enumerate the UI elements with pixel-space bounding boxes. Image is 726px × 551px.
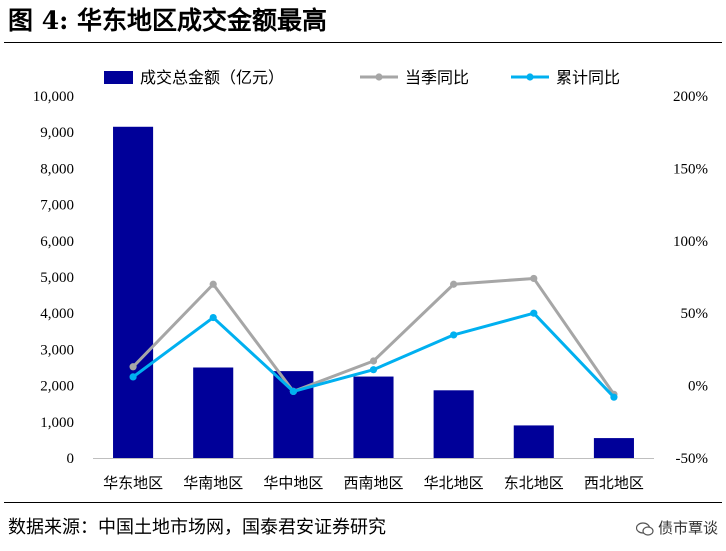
- right-axis-tick-label: 100%: [673, 234, 708, 250]
- category-label: 西南地区: [343, 474, 403, 492]
- series-1-point-4: [450, 280, 458, 288]
- legend-label-line-1: 当季同比: [405, 68, 469, 87]
- left-axis-tick-label: 3,000: [40, 342, 74, 358]
- category-label: 华北地区: [424, 474, 484, 492]
- series-1-point-0: [129, 363, 137, 371]
- figure-title: 图 4: 华东地区成交金额最高: [8, 6, 328, 35]
- series-1-point-1: [209, 280, 217, 288]
- chart-area: 0 1,000 2,000 3,000 4,000 5,000 6,000 7,000 8,00…: [33, 68, 709, 492]
- left-axis-tick-label: 10,000: [33, 89, 74, 105]
- left-axis-tick-label: 0: [67, 451, 75, 467]
- left-axis-tick-label: 9,000: [40, 125, 74, 141]
- bar-5: [513, 425, 554, 458]
- category-label: 华东地区: [103, 474, 163, 492]
- wechat-icon: [635, 521, 654, 536]
- legend-marker-2: [526, 73, 534, 81]
- series-1-point-5: [530, 274, 538, 283]
- bar-2: [273, 371, 314, 458]
- watermark-text: 债市覃谈: [657, 519, 718, 537]
- legend-label-bar: 成交总金额（亿元）: [140, 68, 284, 87]
- left-axis-tick-label: 2,000: [40, 379, 74, 395]
- bar-3: [353, 376, 394, 458]
- bar-1: [193, 367, 234, 458]
- right-axis-tick-label: -50%: [676, 451, 709, 467]
- right-axis-tick-label: 0%: [688, 379, 708, 395]
- left-axis-tick-label: 5,000: [40, 270, 74, 286]
- bar-0: [113, 126, 154, 459]
- top-rule: [4, 42, 722, 43]
- category-label: 西北地区: [584, 474, 644, 492]
- series-2-point-1: [209, 313, 217, 322]
- series-2-point-5: [530, 309, 538, 317]
- series-2-point-2: [289, 387, 297, 395]
- bar-4: [433, 390, 474, 458]
- series-1-point-3: [369, 357, 378, 365]
- source-note: 数据来源：中国土地市场网，国泰君安证券研究: [8, 517, 386, 538]
- right-axis-tick-label: 200%: [673, 89, 708, 105]
- bar-6: [593, 438, 634, 458]
- right-axis-tick-label: 150%: [673, 161, 708, 177]
- series-2-point-4: [450, 331, 458, 339]
- category-label: 东北地区: [504, 474, 564, 492]
- bottom-rule: [4, 502, 722, 503]
- category-label: 华中地区: [263, 474, 323, 492]
- series-2-point-6: [610, 393, 618, 401]
- legend-marker-1: [375, 73, 383, 81]
- right-axis-tick-label: 50%: [681, 306, 709, 322]
- left-axis-tick-label: 4,000: [40, 306, 74, 322]
- legend-swatch-bar: [104, 71, 133, 84]
- watermark: 债市覃谈: [635, 513, 718, 543]
- left-axis-tick-label: 1,000: [40, 415, 74, 431]
- category-label: 华南地区: [183, 474, 243, 492]
- left-axis-tick-label: 8,000: [40, 161, 74, 177]
- left-axis-tick-label: 6,000: [40, 234, 74, 250]
- series-2-point-3: [369, 366, 378, 374]
- left-axis-tick-label: 7,000: [40, 198, 74, 214]
- legend-label-line-2: 累计同比: [556, 68, 620, 87]
- series-2-point-0: [129, 373, 137, 381]
